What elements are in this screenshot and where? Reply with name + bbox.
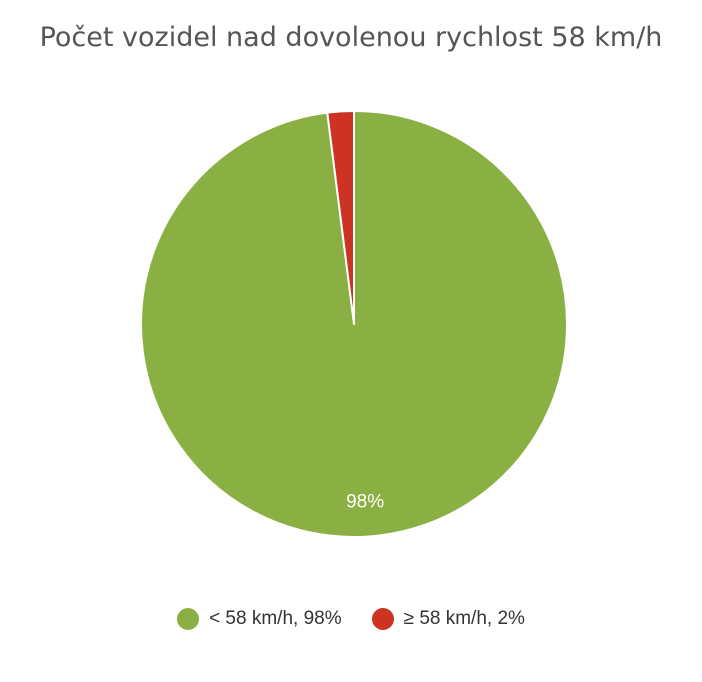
pie-labels: 98% <box>346 491 384 512</box>
slice-label-under-limit: 98% <box>346 491 384 512</box>
pie-slices <box>140 110 568 538</box>
legend-marker-over-limit <box>371 608 394 630</box>
pie-chart: 98% <box>140 110 568 538</box>
legend: < 58 km/h, 98% ≥ 58 km/h, 2% <box>0 608 702 630</box>
chart-title: Počet vozidel nad dovolenou rychlost 58 … <box>39 22 663 53</box>
legend-item-under-limit[interactable]: < 58 km/h, 98% <box>177 608 342 630</box>
legend-item-over-limit[interactable]: ≥ 58 km/h, 2% <box>371 608 525 630</box>
pie-slice-over-limit[interactable] <box>326 110 355 325</box>
legend-label-under-limit: < 58 km/h, 98% <box>209 608 342 629</box>
legend-marker-under-limit <box>177 608 200 630</box>
legend-label-over-limit: ≥ 58 km/h, 2% <box>403 608 525 629</box>
